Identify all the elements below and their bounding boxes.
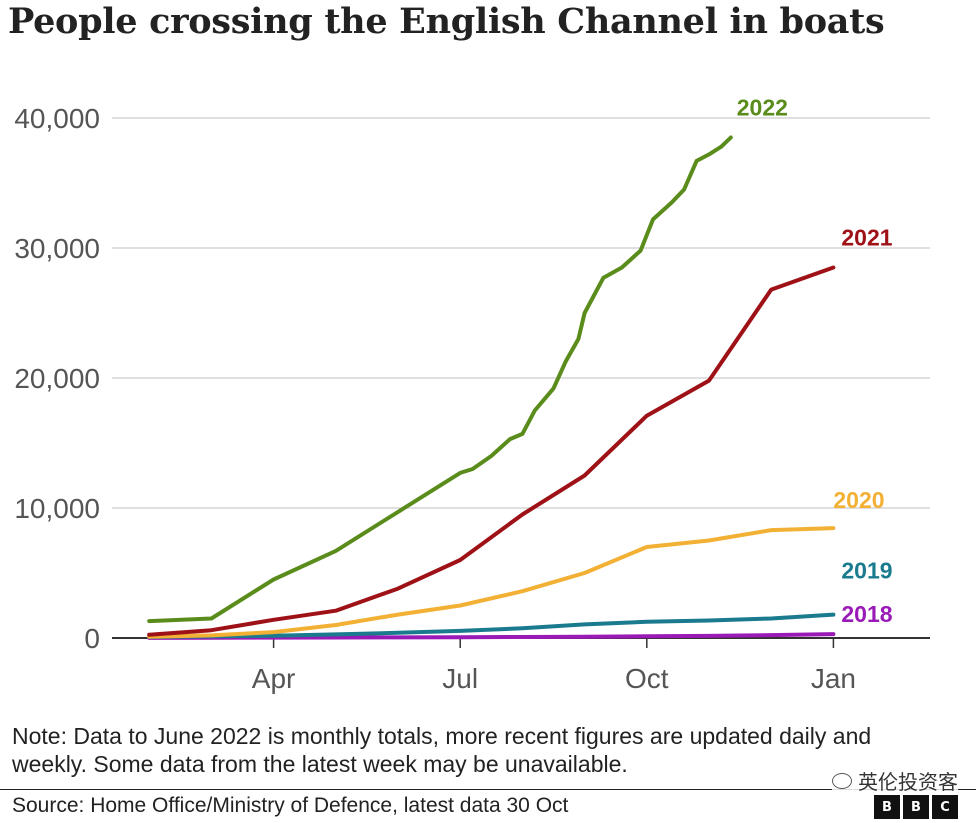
x-axis-labels: Apr Jul Oct Jan bbox=[252, 638, 856, 694]
watermark: 英伦投资客 bbox=[832, 766, 958, 795]
series-label-2020: 2020 bbox=[833, 487, 884, 513]
chart-title: People crossing the English Channel in b… bbox=[8, 1, 885, 42]
series-line-2020 bbox=[147, 526, 836, 639]
series-label-2018: 2018 bbox=[841, 601, 892, 627]
y-tick-label: 30,000 bbox=[14, 233, 100, 264]
x-tick-label: Jul bbox=[442, 663, 478, 694]
x-tick-label: Apr bbox=[252, 663, 296, 694]
y-tick-label: 0 bbox=[84, 623, 100, 654]
y-tick-label: 20,000 bbox=[14, 363, 100, 394]
chart-note: Note: Data to June 2022 is monthly total… bbox=[12, 723, 872, 777]
series-label-2021: 2021 bbox=[841, 225, 892, 251]
x-tick-label: Oct bbox=[625, 663, 669, 694]
series-label-2019: 2019 bbox=[841, 558, 892, 584]
broadcaster-logo: B B C bbox=[874, 795, 958, 819]
grid-layer bbox=[112, 117, 930, 639]
series-line-2019 bbox=[147, 612, 836, 639]
x-tick-label: Jan bbox=[811, 663, 856, 694]
chat-bubble-icon bbox=[832, 772, 852, 789]
series-label-2022: 2022 bbox=[737, 95, 788, 121]
y-axis-labels: 0 10,000 20,000 30,000 40,000 bbox=[14, 103, 100, 654]
y-tick-label: 40,000 bbox=[14, 103, 100, 134]
chart-source: Source: Home Office/Ministry of Defence,… bbox=[12, 794, 569, 817]
series-layer bbox=[147, 135, 836, 640]
line-chart: 0 10,000 20,000 30,000 40,000 Apr Jul Oct Jan 2… bbox=[14, 95, 930, 694]
series-line-2021 bbox=[147, 265, 836, 637]
source-divider bbox=[0, 789, 976, 790]
logo-letter: C bbox=[932, 795, 958, 819]
watermark-text: 英伦投资客 bbox=[858, 770, 958, 794]
series-labels: 2018 2019 2020 2021 2022 bbox=[737, 95, 893, 628]
series-line-2022 bbox=[147, 135, 733, 624]
y-tick-label: 10,000 bbox=[14, 493, 100, 524]
logo-letter: B bbox=[903, 795, 929, 819]
logo-letter: B bbox=[874, 795, 900, 819]
